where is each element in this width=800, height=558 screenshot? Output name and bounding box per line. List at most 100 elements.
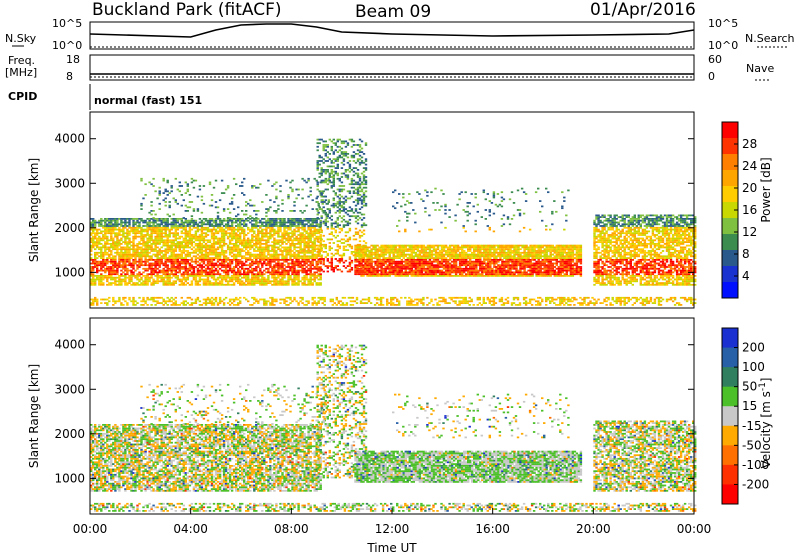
power-cell bbox=[191, 280, 193, 282]
power-cell bbox=[199, 218, 201, 220]
power-cell bbox=[223, 254, 225, 256]
power-cell bbox=[310, 280, 312, 282]
power-cell bbox=[277, 268, 279, 270]
power-cell bbox=[243, 236, 245, 238]
power-cell bbox=[429, 273, 431, 275]
power-cell bbox=[126, 259, 128, 261]
power-cell bbox=[343, 203, 345, 205]
power-cell bbox=[275, 210, 277, 212]
power-cell bbox=[203, 203, 205, 205]
power-cell bbox=[337, 173, 339, 175]
power-cell bbox=[283, 275, 285, 277]
power-cell bbox=[102, 255, 104, 257]
power-cell bbox=[277, 234, 279, 236]
power-cell bbox=[126, 252, 128, 254]
power-cell bbox=[173, 243, 175, 245]
power-cell bbox=[169, 275, 171, 277]
power-cell bbox=[132, 266, 134, 268]
power-cell bbox=[235, 232, 237, 234]
power-cell bbox=[354, 257, 356, 259]
power-cell bbox=[221, 280, 223, 282]
power-cell bbox=[211, 231, 213, 233]
power-cell bbox=[293, 275, 295, 277]
power-cell bbox=[307, 268, 309, 270]
power-cell bbox=[327, 214, 329, 216]
power-cell bbox=[213, 272, 215, 274]
power-cell bbox=[413, 252, 415, 254]
power-cell bbox=[124, 223, 126, 225]
power-cell bbox=[345, 201, 347, 203]
power-cell bbox=[94, 236, 96, 238]
power-cell bbox=[223, 239, 225, 241]
power-cell bbox=[187, 239, 189, 241]
power-cell bbox=[382, 250, 384, 252]
power-cell bbox=[347, 224, 349, 226]
power-cell bbox=[173, 223, 175, 225]
power-cell bbox=[265, 231, 267, 233]
power-cell bbox=[150, 214, 152, 216]
power-cell bbox=[263, 279, 265, 281]
power-cell bbox=[189, 223, 191, 225]
power-cell bbox=[247, 284, 249, 286]
power-cell bbox=[173, 236, 175, 238]
power-cell bbox=[116, 272, 118, 274]
power-cell bbox=[142, 245, 144, 247]
power-cell bbox=[243, 178, 245, 180]
power-cell bbox=[289, 248, 291, 250]
power-cell bbox=[297, 229, 299, 231]
power-cell bbox=[265, 284, 267, 286]
power-cell bbox=[347, 144, 349, 146]
power-cell bbox=[357, 223, 359, 225]
power-cell bbox=[191, 218, 193, 220]
power-cell bbox=[359, 144, 361, 146]
power-cell bbox=[140, 273, 142, 275]
power-cell bbox=[349, 237, 351, 239]
power-cell bbox=[140, 205, 142, 207]
power-cell bbox=[122, 234, 124, 236]
power-cell bbox=[269, 264, 271, 266]
power-cell bbox=[205, 218, 207, 220]
power-cell bbox=[223, 236, 225, 238]
power-cell bbox=[227, 272, 229, 274]
power-cell bbox=[261, 223, 263, 225]
power-cell bbox=[144, 263, 146, 265]
power-cell bbox=[297, 225, 299, 227]
power-cell bbox=[207, 277, 209, 279]
power-cell bbox=[203, 284, 205, 286]
power-cell bbox=[243, 250, 245, 252]
power-cell bbox=[211, 199, 213, 201]
power-cell bbox=[361, 226, 363, 228]
power-cell bbox=[353, 190, 355, 192]
power-cell bbox=[265, 234, 267, 236]
power-cell bbox=[255, 223, 257, 225]
power-cell bbox=[217, 254, 219, 256]
beam-label: Beam 09 bbox=[355, 2, 431, 22]
power-cell bbox=[413, 259, 415, 261]
power-cell bbox=[140, 178, 142, 180]
power-cell bbox=[173, 268, 175, 270]
power-cell bbox=[239, 275, 241, 277]
power-cell bbox=[100, 218, 102, 220]
power-cell bbox=[411, 268, 413, 270]
power-cell bbox=[301, 178, 303, 180]
power-cell bbox=[305, 231, 307, 233]
power-cell bbox=[341, 230, 343, 232]
power-cell bbox=[447, 261, 449, 263]
power-cell bbox=[293, 238, 295, 240]
power-cell bbox=[277, 208, 279, 210]
power-cell bbox=[183, 199, 185, 201]
power-cell bbox=[263, 243, 265, 245]
power-cell bbox=[327, 226, 329, 228]
power-cell bbox=[235, 243, 237, 245]
power-cell bbox=[205, 243, 207, 245]
power-cell bbox=[146, 270, 148, 272]
power-cell bbox=[159, 194, 161, 196]
power-cell bbox=[359, 146, 361, 148]
power-cell bbox=[233, 272, 235, 274]
power-cell bbox=[331, 141, 333, 143]
power-cell bbox=[150, 201, 152, 203]
power-cell bbox=[177, 277, 179, 279]
power-cell bbox=[376, 272, 378, 274]
power-cell bbox=[120, 223, 122, 225]
power-cell bbox=[237, 264, 239, 266]
